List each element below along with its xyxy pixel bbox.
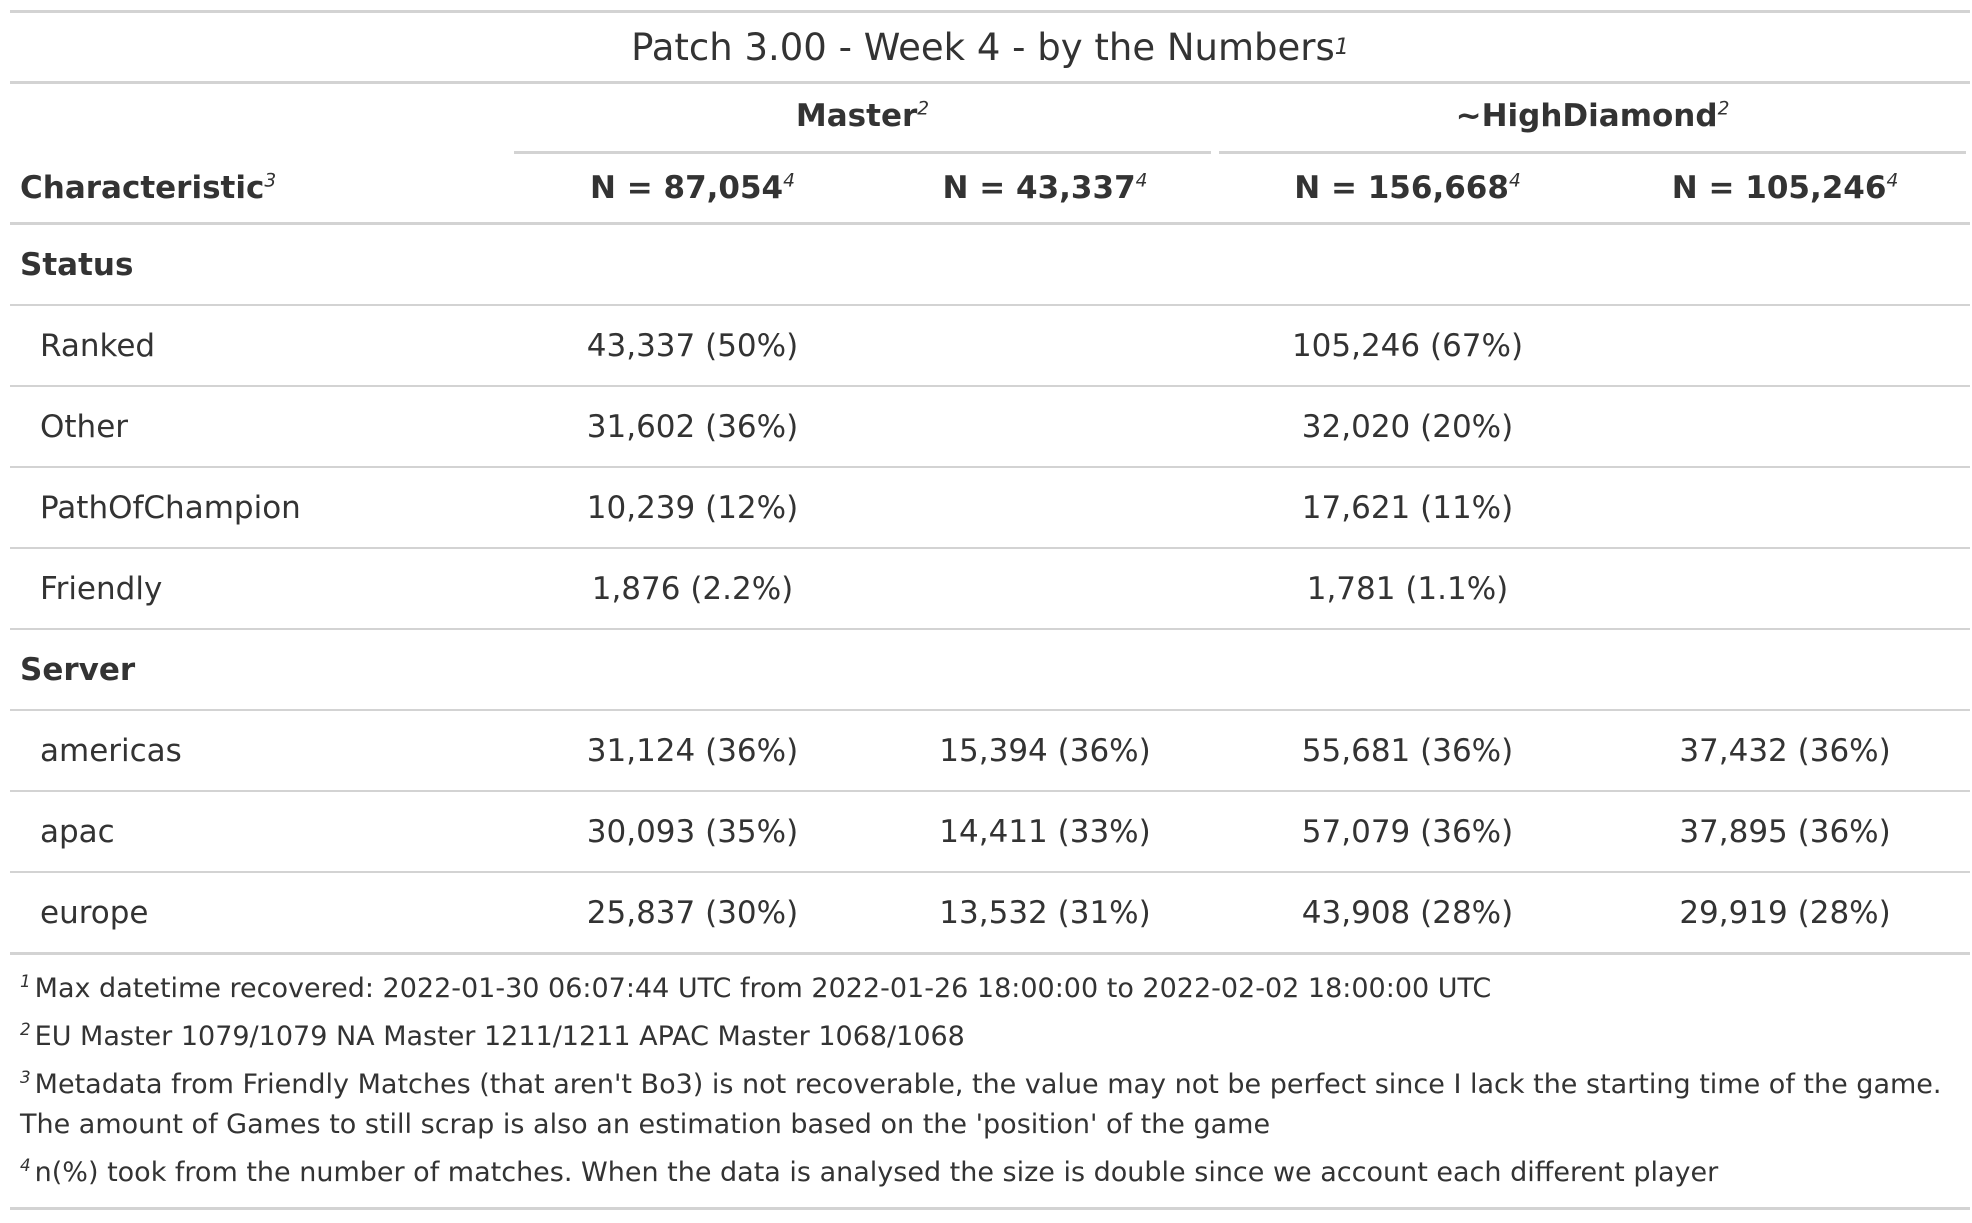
column-header-n2-note: 4 — [1135, 170, 1148, 192]
table-cell: 1,781 (1.1%) — [1215, 548, 1601, 630]
footnote-2-text: EU Master 1079/1079 NA Master 1211/1211 … — [34, 1021, 965, 1052]
footnote-4-text: n(%) took from the number of matches. Wh… — [34, 1157, 1719, 1188]
spanner-highdiamond-note: 2 — [1717, 98, 1730, 120]
table-cell: 31,602 (36%) — [510, 386, 875, 468]
table-cell: 37,895 (36%) — [1600, 791, 1971, 873]
table-cell — [875, 548, 1216, 630]
table-cell — [1600, 548, 1971, 630]
group-label-server: Server — [10, 629, 1971, 711]
row-label: PathOfChampion — [10, 467, 510, 549]
summary-table: Master2 ~HighDiamond2 Characteristic3 N … — [10, 84, 1971, 955]
footnote-4: 4 n(%) took from the number of matches. W… — [20, 1153, 1960, 1193]
column-header-n1-label: N = 87,054 — [590, 170, 784, 206]
table-cell — [1600, 305, 1971, 387]
table-cell — [875, 305, 1216, 387]
column-header-n3: N = 156,6684 — [1215, 154, 1601, 225]
spanner-empty-cell — [10, 84, 510, 154]
footnote-1-text: Max datetime recovered: 2022-01-30 06:07… — [34, 973, 1492, 1004]
spanner-highdiamond-underline — [1219, 151, 1967, 154]
column-header-n2: N = 43,3374 — [875, 154, 1216, 225]
column-header-n3-label: N = 156,668 — [1294, 170, 1509, 206]
row-label: europe — [10, 872, 510, 955]
table-cell: 30,093 (35%) — [510, 791, 875, 873]
group-row-status: Status — [10, 223, 1971, 306]
table-cell — [1600, 386, 1971, 468]
table-cell: 105,246 (67%) — [1215, 305, 1601, 387]
table-cell — [875, 386, 1216, 468]
spanner-master-underline — [514, 151, 1212, 154]
row-label: Other — [10, 386, 510, 468]
row-label: americas — [10, 710, 510, 792]
footnote-2-mark: 2 — [20, 1019, 31, 1039]
footnote-3: 3 Metadata from Friendly Matches (that ar… — [20, 1065, 1960, 1145]
table-title-text: Patch 3.00 - Week 4 - by the Numbers — [631, 25, 1335, 69]
table-cell: 55,681 (36%) — [1215, 710, 1601, 792]
table-cell: 32,020 (20%) — [1215, 386, 1601, 468]
column-header-characteristic: Characteristic3 — [10, 154, 510, 225]
column-header-n2-label: N = 43,337 — [942, 170, 1136, 206]
table-cell: 14,411 (33%) — [875, 791, 1216, 873]
table-cell: 37,432 (36%) — [1600, 710, 1971, 792]
table-cell: 13,532 (31%) — [875, 872, 1216, 955]
spanner-highdiamond: ~HighDiamond2 — [1215, 84, 1970, 154]
footnote-1: 1 Max datetime recovered: 2022-01-30 06:0… — [20, 969, 1960, 1009]
column-header-n1-note: 4 — [783, 170, 795, 192]
row-label: Friendly — [10, 548, 510, 630]
footnote-3-mark: 3 — [20, 1067, 31, 1087]
column-header-n4-label: N = 105,246 — [1671, 170, 1887, 206]
table-cell: 57,079 (36%) — [1215, 791, 1601, 873]
table-cell: 43,337 (50%) — [510, 305, 875, 387]
summary-table-container: Patch 3.00 - Week 4 - by the Numbers 1 Ma… — [10, 10, 1971, 1210]
table-cell: 43,908 (28%) — [1215, 872, 1601, 955]
footnote-3-text: Metadata from Friendly Matches (that are… — [20, 1069, 1942, 1140]
column-header-row: Characteristic3 N = 87,0544 N = 43,3374 … — [10, 154, 1971, 225]
table-row-pathofchampion: PathOfChampion 10,239 (12%) 17,621 (11%) — [10, 467, 1971, 549]
table-cell: 15,394 (36%) — [875, 710, 1216, 792]
table-cell — [875, 467, 1216, 549]
footnotes-section: 1 Max datetime recovered: 2022-01-30 06:0… — [10, 955, 1970, 1210]
spanner-master: Master2 — [510, 84, 1215, 154]
table-row-europe: europe 25,837 (30%) 13,532 (31%) 43,908 … — [10, 872, 1971, 955]
column-header-n1: N = 87,0544 — [510, 154, 875, 225]
footnote-2: 2 EU Master 1079/1079 NA Master 1211/1211… — [20, 1017, 1960, 1057]
column-header-n3-note: 4 — [1508, 170, 1521, 192]
group-row-server: Server — [10, 629, 1971, 711]
group-label-status: Status — [10, 223, 1971, 306]
spanner-master-label: Master — [795, 98, 918, 134]
spanner-header-row: Master2 ~HighDiamond2 — [10, 84, 1970, 154]
spanner-highdiamond-label: ~HighDiamond — [1455, 98, 1718, 134]
table-title: Patch 3.00 - Week 4 - by the Numbers 1 — [10, 10, 1970, 84]
table-row-friendly: Friendly 1,876 (2.2%) 1,781 (1.1%) — [10, 548, 1971, 630]
footnote-4-mark: 4 — [20, 1155, 31, 1175]
table-row-americas: americas 31,124 (36%) 15,394 (36%) 55,68… — [10, 710, 1971, 792]
column-header-n4-note: 4 — [1886, 170, 1899, 192]
table-cell: 25,837 (30%) — [510, 872, 875, 955]
table-row-ranked: Ranked 43,337 (50%) 105,246 (67%) — [10, 305, 1971, 387]
table-row-other: Other 31,602 (36%) 32,020 (20%) — [10, 386, 1971, 468]
table-cell: 31,124 (36%) — [510, 710, 875, 792]
column-header-characteristic-note: 3 — [264, 170, 277, 192]
column-header-characteristic-label: Characteristic — [20, 170, 265, 206]
table-cell: 29,919 (28%) — [1600, 872, 1971, 955]
table-cell: 1,876 (2.2%) — [510, 548, 875, 630]
spanner-master-note: 2 — [917, 98, 930, 120]
row-label: apac — [10, 791, 510, 873]
table-cell: 17,621 (11%) — [1215, 467, 1601, 549]
table-cell — [1600, 467, 1971, 549]
footnote-1-mark: 1 — [20, 971, 31, 991]
table-row-apac: apac 30,093 (35%) 14,411 (33%) 57,079 (3… — [10, 791, 1971, 873]
row-label: Ranked — [10, 305, 510, 387]
column-header-n4: N = 105,2464 — [1600, 154, 1971, 225]
table-cell: 10,239 (12%) — [510, 467, 875, 549]
